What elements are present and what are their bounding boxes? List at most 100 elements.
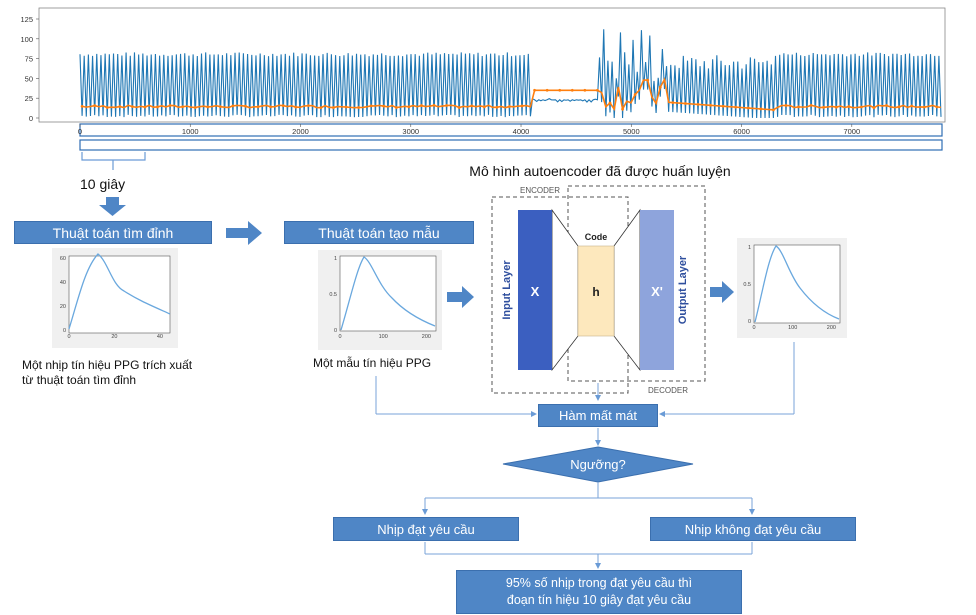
mini-chart-peak-beat: 60 40 20 00 20 40 bbox=[52, 248, 178, 348]
beat-curve bbox=[68, 253, 171, 330]
mini-y-tick-label: 0 bbox=[748, 319, 751, 325]
peak-point bbox=[118, 105, 122, 108]
y-tick-label: 75 bbox=[25, 55, 33, 64]
peak-point bbox=[193, 106, 197, 109]
output-symbol: X' bbox=[651, 284, 663, 299]
peak-point bbox=[105, 106, 109, 109]
peak-point bbox=[382, 104, 386, 108]
y-tick-label: 125 bbox=[20, 15, 33, 24]
x-tick-label: 7000 bbox=[843, 127, 860, 136]
x-tick-label: 4000 bbox=[513, 127, 530, 136]
peak-point bbox=[181, 105, 185, 109]
x-ticks: 0 1000 2000 3000 4000 5000 6000 7000 bbox=[78, 124, 860, 136]
mini-x-tick-label: 200 bbox=[422, 334, 431, 340]
peak-point bbox=[93, 104, 97, 108]
peak-point bbox=[470, 104, 474, 108]
peak-point bbox=[357, 106, 361, 109]
peak-point bbox=[269, 105, 273, 109]
mini-x-tick-label: 100 bbox=[788, 325, 797, 331]
peak-point bbox=[457, 106, 461, 109]
reconstructed-curve bbox=[754, 245, 840, 323]
x-tick-label: 0 bbox=[78, 127, 82, 136]
peak-point bbox=[294, 105, 298, 109]
time-axis-bar bbox=[79, 123, 943, 137]
peak-point bbox=[897, 105, 901, 109]
right-arrow-1 bbox=[226, 221, 262, 245]
output-layer-label: Output Layer bbox=[677, 255, 689, 324]
peak-point bbox=[608, 101, 612, 105]
peak-point bbox=[482, 105, 486, 109]
window-bar bbox=[79, 139, 943, 151]
peak-point bbox=[772, 108, 775, 112]
peak-point bbox=[432, 104, 436, 107]
x-tick-label: 5000 bbox=[623, 127, 640, 136]
peak-point bbox=[156, 105, 159, 109]
code-label: Code bbox=[585, 232, 608, 242]
beat-ok-box: Nhịp đạt yêu cầu bbox=[333, 517, 519, 541]
peak-point bbox=[445, 104, 449, 107]
peak-point bbox=[671, 101, 675, 105]
mini-y-tick-label: 0.5 bbox=[329, 292, 337, 298]
peak-point bbox=[206, 105, 210, 109]
decoder-label: DECODER bbox=[648, 386, 688, 395]
peak-point bbox=[847, 105, 851, 108]
peak-point bbox=[734, 105, 738, 109]
peak-point bbox=[558, 88, 562, 92]
right-arrow-3 bbox=[710, 281, 734, 303]
mini-plot-frame bbox=[68, 255, 171, 334]
peak-point bbox=[332, 106, 335, 109]
mini-x-tick-label: 0 bbox=[338, 334, 341, 340]
mini3-ticks: 1 0.5 00 100 200 bbox=[743, 245, 836, 331]
caption-peak-beat: Một nhịp tín hiệu PPG trích xuất từ thuậ… bbox=[22, 358, 193, 387]
model-title: Mô hình autoencoder đã được huấn luyện bbox=[469, 163, 730, 179]
final-line-1: 95% số nhịp trong đạt yêu cầu thì bbox=[505, 576, 693, 590]
peak-point bbox=[809, 103, 813, 107]
mini-y-tick-label: 1 bbox=[334, 256, 337, 262]
peak-point bbox=[596, 88, 599, 92]
mini-x-tick-label: 20 bbox=[111, 334, 117, 340]
mini-y-tick-label: 20 bbox=[60, 304, 66, 310]
code-symbol: h bbox=[592, 285, 599, 299]
plot-frame bbox=[38, 7, 946, 123]
x-tick-label: 1000 bbox=[182, 127, 199, 136]
peak-point bbox=[922, 105, 926, 109]
loss-function-box: Hàm mất mát bbox=[538, 404, 658, 427]
y-tick-label: 25 bbox=[25, 94, 33, 103]
mini-chart-template: 1 0.5 00 100 200 bbox=[318, 250, 442, 350]
final-result-box: 95% số nhịp trong đạt yêu cầu thì đoạn t… bbox=[456, 570, 742, 614]
peak-point bbox=[130, 105, 134, 109]
template-curve bbox=[340, 256, 436, 331]
y-tick-label: 100 bbox=[20, 35, 33, 44]
peak-point bbox=[570, 88, 574, 92]
peak-point bbox=[319, 106, 323, 110]
x-tick-label: 2000 bbox=[292, 127, 309, 136]
peak-point bbox=[709, 103, 712, 107]
peak-points bbox=[80, 78, 939, 112]
peak-point bbox=[583, 88, 587, 92]
mini-x-tick-label: 200 bbox=[827, 325, 836, 331]
peak-point bbox=[746, 106, 750, 110]
input-layer bbox=[518, 210, 552, 370]
input-symbol: X bbox=[531, 284, 540, 299]
mini-y-tick-label: 60 bbox=[60, 256, 66, 262]
peak-point bbox=[633, 93, 637, 96]
peak-point bbox=[545, 88, 549, 92]
peak-point bbox=[910, 104, 914, 108]
peak-point bbox=[394, 106, 398, 109]
mini-y-tick-label: 0 bbox=[334, 328, 337, 334]
peak-point bbox=[784, 104, 788, 107]
y-tick-label: 0 bbox=[29, 114, 33, 123]
peak-point bbox=[621, 107, 624, 111]
peak-point bbox=[369, 104, 373, 108]
peak-point bbox=[759, 107, 763, 111]
peak-point bbox=[407, 105, 411, 109]
caption-template: Một mẫu tín hiệu PPG bbox=[313, 356, 432, 370]
peak-point bbox=[822, 105, 826, 109]
template-algorithm-box: Thuật toán tạo mẫu bbox=[284, 221, 474, 244]
down-arrow bbox=[99, 197, 126, 216]
y-tick-label: 50 bbox=[25, 74, 33, 83]
peak-point bbox=[306, 104, 310, 108]
peak-point bbox=[508, 105, 511, 108]
input-layer-label: Input Layer bbox=[501, 260, 513, 320]
peak-point bbox=[658, 85, 662, 89]
